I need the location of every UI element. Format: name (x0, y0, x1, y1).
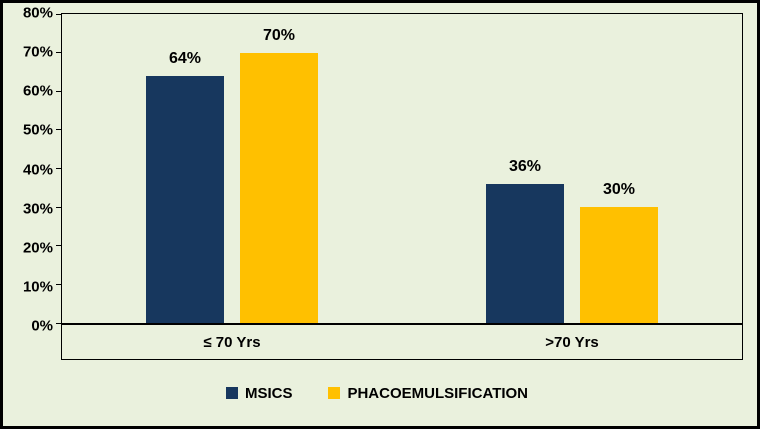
bars-area: 64% 70% 36% 30% (56, 13, 742, 325)
y-tick-mark (56, 322, 62, 324)
y-tick-label: 20% (22, 239, 53, 257)
legend-item-msics: MSICS (225, 384, 293, 402)
y-tick-mark (56, 52, 62, 54)
bar-value-label: 30% (602, 181, 636, 199)
plot-area: 64% 70% 36% 30% ≤ 70 Yrs >70 Yrs (56, 13, 743, 360)
y-tick-mark (56, 206, 62, 208)
y-tick-mark (56, 283, 62, 285)
category-label: ≤ 70 Yrs (203, 333, 261, 351)
bar-phacoemulsification: 30% (580, 181, 658, 323)
y-tick-label: 70% (22, 43, 53, 61)
y-tick-mark (56, 129, 62, 131)
y-tick-label: 60% (22, 82, 53, 100)
bar-value-label: 36% (508, 157, 542, 175)
y-tick-label: 10% (22, 278, 53, 296)
bar-value-label: 64% (168, 49, 202, 67)
bar-msics: 36% (486, 158, 564, 323)
legend-item-phacoemulsification: PHACOEMULSIFICATION (328, 385, 528, 402)
y-tick-label: 0% (31, 317, 53, 335)
bar-group: 64% 70% (146, 14, 318, 323)
plot-region: 80% 70% 60% 50% 40% 30% 20% 10% 0% 64% 70% 36% 30% … (11, 6, 743, 360)
y-tick-mark (56, 90, 62, 92)
bar-msics: 64% (146, 50, 224, 323)
y-tick-label: 40% (22, 161, 53, 178)
category-axis: ≤ 70 Yrs >70 Yrs (62, 325, 742, 359)
bar-value-label: 70% (262, 26, 296, 44)
legend-swatch (225, 387, 238, 399)
legend-swatch (328, 387, 341, 399)
y-tick-mark (56, 168, 62, 169)
bar-phacoemulsification: 70% (240, 27, 318, 323)
legend-label: MSICS (244, 384, 293, 402)
bar-group: 36% 30% (486, 14, 658, 323)
legend-label: PHACOEMULSIFICATION (347, 384, 529, 402)
y-tick-label: 80% (22, 4, 53, 22)
category-label: >70 Yrs (545, 333, 599, 351)
y-tick-label: 30% (22, 200, 53, 218)
y-tick-mark (56, 13, 62, 15)
y-tick-mark (56, 245, 62, 247)
y-axis: 80% 70% 60% 50% 40% 30% 20% 10% 0% (11, 6, 61, 334)
y-tick-label: 50% (22, 121, 53, 139)
legend: MSICS PHACOEMULSIFICATION (11, 360, 743, 426)
